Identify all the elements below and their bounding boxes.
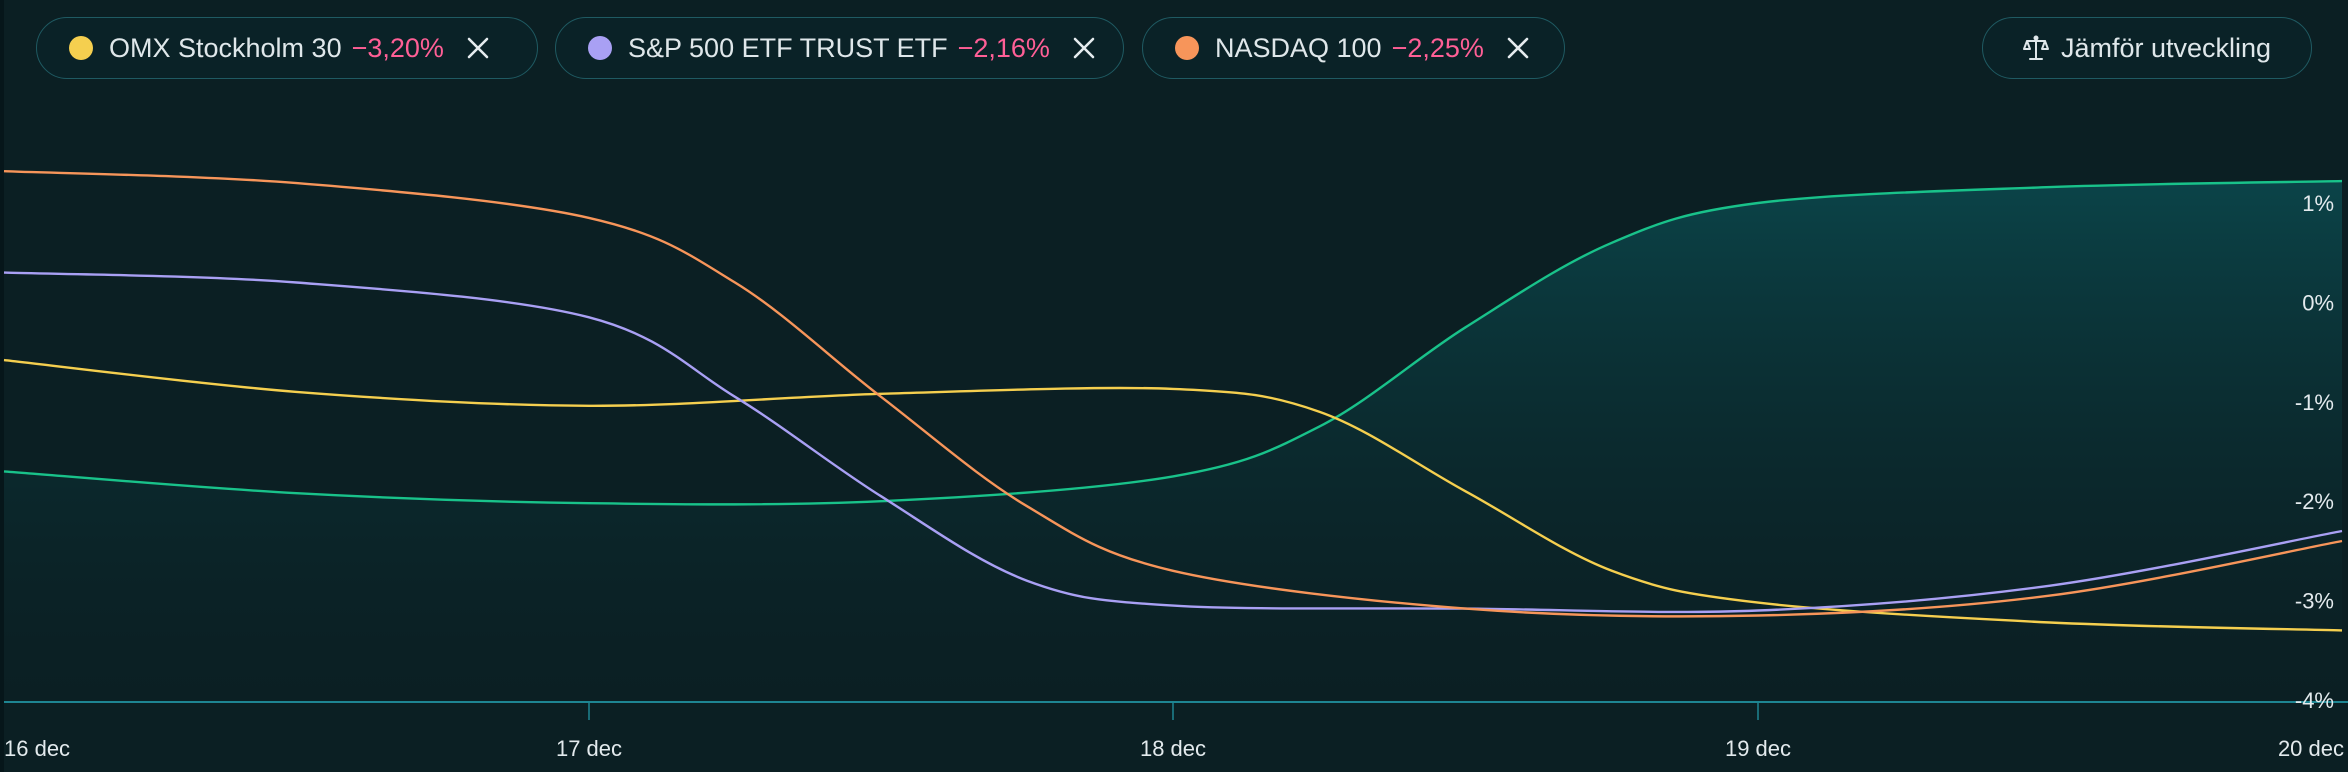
chip-name: OMX Stockholm 30 (109, 32, 342, 63)
chip-change: −2,16% (957, 32, 1050, 63)
y-tick-label: -1% (2295, 390, 2334, 415)
y-tick-label: 0% (2302, 290, 2334, 315)
y-tick-label: -3% (2295, 589, 2334, 614)
x-tick-label: 16 dec (4, 736, 70, 761)
close-icon[interactable] (1502, 32, 1534, 64)
series-color-dot-sp500 (588, 36, 612, 60)
series-color-dot-nasdaq (1175, 36, 1199, 60)
x-tick-label: 18 dec (1140, 736, 1206, 761)
close-icon[interactable] (1068, 32, 1100, 64)
chip-omx-stockholm-30[interactable]: OMX Stockholm 30 −3,20% (36, 17, 538, 79)
scale-icon (2022, 34, 2049, 62)
series-area-fill (4, 181, 2342, 701)
compare-development-button[interactable]: Jämför utveckling (1982, 17, 2312, 79)
y-tick-label: 1% (2302, 191, 2334, 216)
series-line-main (3, 179, 2343, 506)
y-tick-label: -4% (2295, 688, 2334, 713)
chip-change: −3,20% (351, 32, 444, 63)
x-tick-label: 19 dec (1725, 736, 1791, 761)
series-color-dot-omx (69, 36, 93, 60)
x-tick-label: 17 dec (556, 736, 622, 761)
chip-change: −2,25% (1391, 32, 1484, 63)
series-line-omx-stockholm-30 (3, 358, 2343, 632)
y-tick-label: -2% (2295, 489, 2334, 514)
x-tick-label: 20 dec (2278, 736, 2344, 761)
series-line-nasdaq-100 (3, 170, 2343, 618)
compare-button-label: Jämför utveckling (2060, 32, 2272, 63)
chip-sp500-etf[interactable]: S&P 500 ETF TRUST ETF −2,16% (555, 17, 1124, 79)
close-icon[interactable] (462, 32, 494, 64)
chip-name: S&P 500 ETF TRUST ETF (628, 32, 948, 63)
left-edge-divider (0, 0, 4, 772)
chip-name: NASDAQ 100 (1215, 32, 1382, 63)
series-line-s-p-500-etf-trust-etf (3, 271, 2343, 614)
chip-nasdaq-100[interactable]: NASDAQ 100 −2,25% (1142, 17, 1565, 79)
